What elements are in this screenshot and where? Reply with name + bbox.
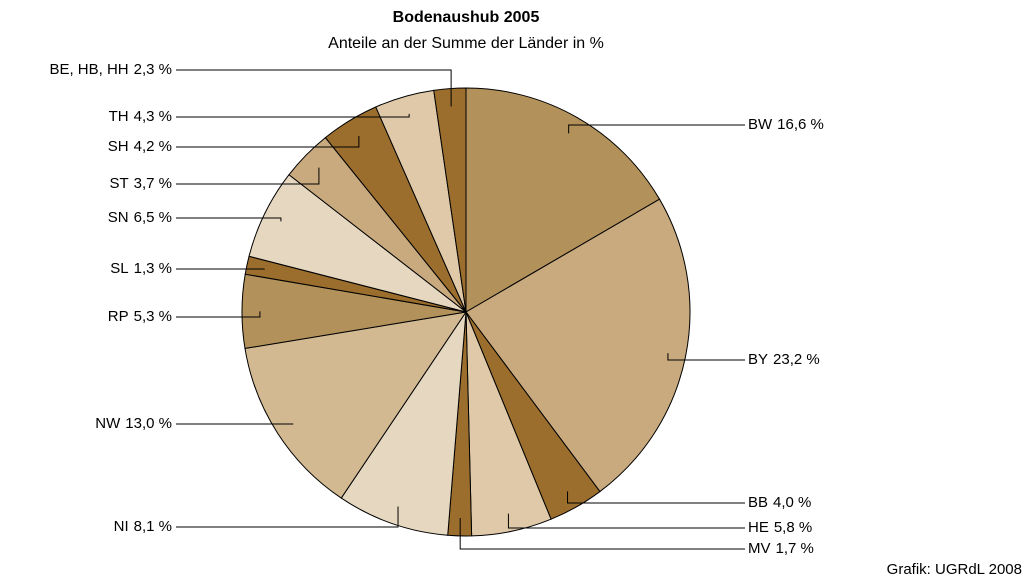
value-label: 23,2 %: [773, 351, 820, 368]
category-label: TH: [109, 108, 129, 125]
pie-slice: [340, 310, 467, 536]
category-label: BW: [748, 116, 773, 133]
chart-title: Bodenaushub 2005: [393, 9, 540, 26]
slice-label: BE, HB, HH 2,3 %: [49, 61, 172, 78]
leader-line: [176, 506, 399, 528]
category-label: NW: [95, 415, 121, 432]
category-label: SN: [108, 209, 129, 226]
slice-label: TH 4,3 %: [109, 108, 172, 125]
value-label: 6,5 %: [134, 209, 172, 226]
category-label: RP: [108, 308, 129, 325]
value-label: 4,0 %: [773, 494, 811, 511]
slice-label: NW 13,0 %: [95, 415, 172, 432]
chart-subtitle: Anteile an der Summe der Länder in %: [328, 35, 604, 52]
leader-line: [459, 517, 745, 550]
slice-label: SH 4,2 %: [108, 138, 172, 155]
value-label: 16,6 %: [777, 116, 824, 133]
slice-label: BY 23,2 %: [748, 351, 820, 368]
value-label: 1,3 %: [134, 260, 172, 277]
slice-label: BW 16,6 %: [748, 116, 824, 133]
pie-slice: [465, 198, 691, 493]
category-label: BE, HB, HH: [49, 61, 128, 78]
leader-line: [176, 69, 452, 107]
leader-line: [667, 353, 745, 361]
category-label: SH: [108, 138, 129, 155]
leader-line: [176, 217, 282, 222]
pie-slice: [433, 87, 467, 313]
leader-line: [176, 135, 360, 148]
value-label: 5,3 %: [134, 308, 172, 325]
value-label: 4,3 %: [134, 108, 172, 125]
value-label: 4,2 %: [134, 138, 172, 155]
slice-label: MV 1,7 %: [748, 540, 814, 557]
category-label: BB: [748, 494, 768, 511]
value-label: 2,3 %: [134, 61, 172, 78]
value-label: 5,8 %: [774, 519, 812, 536]
leader-line: [568, 124, 745, 134]
pie-slice: [465, 87, 661, 313]
leader-line: [507, 513, 745, 529]
leader-line: [567, 491, 745, 504]
slice-label: ST 3,7 %: [109, 175, 172, 192]
slice-label: RP 5,3 %: [108, 308, 172, 325]
slice-label: SN 6,5 %: [108, 209, 172, 226]
slice-label: BB 4,0 %: [748, 494, 811, 511]
leader-line: [176, 311, 261, 318]
pie-slice: [244, 311, 468, 499]
category-label: NI: [114, 518, 129, 535]
slice-label: NI 8,1 %: [114, 518, 172, 535]
slice-label: HE 5,8 %: [748, 519, 812, 536]
slice-label: SL 1,3 %: [110, 260, 172, 277]
source-note: Grafik: UGRdL 2008: [887, 561, 1022, 578]
category-label: BY: [748, 351, 768, 368]
value-label: 8,1 %: [134, 518, 172, 535]
category-label: MV: [748, 540, 771, 557]
category-label: HE: [748, 519, 769, 536]
leader-line: [176, 113, 410, 118]
value-label: 13,0 %: [125, 415, 172, 432]
leader-line: [176, 167, 320, 185]
category-label: ST: [109, 175, 128, 192]
value-label: 3,7 %: [134, 175, 172, 192]
category-label: SL: [110, 260, 128, 277]
value-label: 1,7 %: [776, 540, 814, 557]
